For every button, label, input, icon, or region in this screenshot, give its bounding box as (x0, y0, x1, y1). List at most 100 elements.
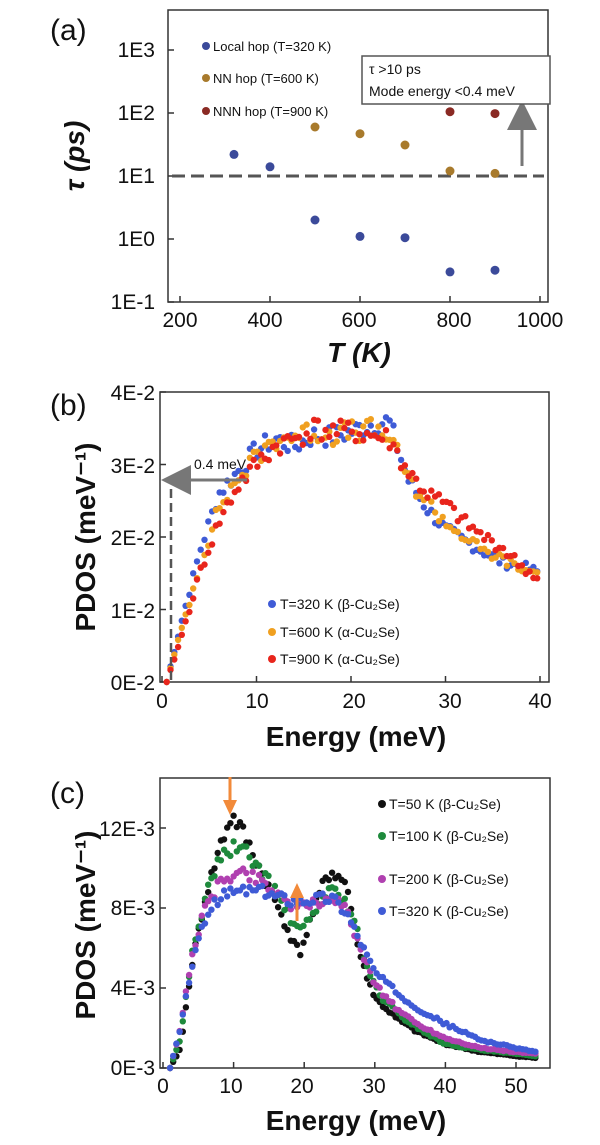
panel-b-xtick-4: 30 (438, 690, 461, 713)
point-b-s2-50 (352, 437, 359, 445)
point-c-s3-62 (363, 951, 371, 958)
point-c-s3-23 (239, 883, 247, 890)
point-b-s2-0 (163, 678, 170, 686)
point-a-s0-5 (445, 267, 455, 277)
point-b-s2-24 (254, 463, 261, 470)
panel-c-ticks (160, 827, 517, 1069)
point-c-s1-25 (246, 854, 253, 861)
point-b-s2-98 (534, 575, 541, 582)
panel-b-xlabel: Energy (meV) (266, 721, 447, 752)
panel-b-ytick-4: 3E-2 (111, 455, 155, 478)
point-c-s3-70 (389, 982, 396, 990)
point-b-s2-17 (227, 499, 235, 506)
panel-a-ticks (168, 49, 541, 303)
legend-c-label-3: T=200 K (β-Cu₂Se) (389, 871, 509, 887)
point-b-s2-40 (314, 417, 322, 424)
legend-c-marker-2 (378, 832, 386, 840)
panel-a-ytick-5: 1E3 (118, 39, 155, 62)
legend-b-label-3: T=900 K (α-Cu₂Se) (280, 651, 400, 667)
point-c-s1-4 (179, 1018, 186, 1025)
point-c-s0-15 (214, 849, 221, 857)
point-c-s3-61 (360, 944, 368, 951)
point-b-s1-56 (375, 423, 382, 430)
point-b-s2-25 (258, 451, 265, 458)
point-b-s1-73 (439, 513, 446, 521)
point-c-s3-56 (344, 911, 352, 918)
point-b-s2-69 (424, 494, 431, 501)
panel-b-label: (b) (50, 389, 87, 422)
panel-c-legend: T=50 K (β-Cu₂Se) T=100 K (β-Cu₂Se) T=200… (378, 796, 509, 919)
point-c-s1-52 (332, 885, 339, 892)
legend-a-marker-2 (202, 74, 210, 82)
point-b-s2-72 (435, 491, 443, 498)
point-c-s0-51 (328, 869, 336, 876)
point-c-s2-70 (389, 998, 396, 1006)
point-b-s1-71 (431, 509, 439, 516)
point-b-s2-4 (178, 631, 185, 638)
panel-a-xtick-1: 200 (162, 309, 197, 332)
point-c-s3-59 (354, 932, 361, 940)
point-b-s0-11 (205, 518, 212, 525)
point-b-s2-66 (413, 475, 420, 482)
point-b-s0-68 (420, 504, 427, 511)
point-c-s3-67 (379, 973, 387, 981)
point-c-s3-24 (243, 891, 250, 898)
point-c-s3-45 (309, 899, 317, 906)
point-a-s2-0 (445, 107, 455, 117)
panel-a-label: (a) (50, 14, 87, 47)
panel-c-xlabel: Energy (meV) (266, 1105, 447, 1136)
annotation-line-2: Mode energy <0.4 meV (369, 83, 516, 99)
point-c-s3-9 (195, 935, 202, 942)
panel-a-ytick-2: 1E0 (118, 228, 155, 251)
point-c-s0-37 (284, 926, 291, 934)
panel-c-xtick-6: 50 (504, 1075, 527, 1098)
point-b-s2-61 (394, 447, 401, 454)
point-c-s1-42 (300, 922, 307, 929)
panel-b-xtick-1: 0 (156, 690, 168, 713)
point-c-s2-11 (201, 902, 209, 909)
point-b-s2-81 (469, 523, 477, 530)
point-b-s2-37 (303, 430, 310, 437)
point-b-s2-94 (518, 562, 526, 569)
legend-c-label-1: T=50 K (β-Cu₂Se) (389, 796, 501, 812)
point-b-s1-4 (178, 624, 185, 631)
legend-a-label-3: NNN hop (T=900 K) (213, 104, 328, 119)
point-b-s0-26 (261, 432, 269, 439)
legend-c-label-4: T=320 K (β-Cu₂Se) (389, 903, 509, 919)
point-b-s2-11 (205, 549, 212, 556)
point-b-s2-22 (246, 463, 254, 470)
point-c-s3-17 (220, 887, 228, 894)
point-a-s1-0 (310, 122, 320, 132)
point-b-s2-46 (337, 417, 344, 424)
point-c-s3-12 (205, 911, 212, 918)
point-b-s0-7 (190, 570, 197, 577)
point-b-s1-82 (473, 538, 480, 545)
point-b-s2-65 (409, 469, 416, 477)
point-c-s1-55 (341, 895, 348, 902)
point-a-s0-3 (355, 231, 365, 241)
point-a-s0-0 (229, 149, 239, 159)
point-c-s0-5 (182, 1004, 190, 1011)
point-c-s0-56 (344, 888, 352, 896)
point-c-s1-44 (306, 916, 313, 923)
point-a-s2-1 (490, 109, 500, 119)
point-b-s2-49 (348, 428, 356, 435)
point-c-s3-7 (189, 963, 196, 970)
point-b-s1-48 (345, 434, 352, 441)
point-b-s2-8 (193, 576, 201, 583)
point-c-s1-33 (271, 882, 279, 890)
point-c-s3-1 (170, 1052, 177, 1060)
point-c-s2-19 (227, 878, 234, 885)
point-c-s0-20 (230, 812, 237, 819)
point-c-s3-64 (370, 965, 377, 972)
point-b-s2-44 (329, 422, 337, 429)
point-c-s3-0 (166, 1064, 174, 1072)
point-b-s2-89 (499, 544, 507, 552)
point-b-s0-42 (322, 442, 329, 449)
panel-b-ylabel: PDOS (meV⁻¹) (70, 442, 101, 631)
point-b-s1-2 (171, 651, 178, 658)
point-c-s3-14 (211, 896, 218, 903)
point-c-s3-48 (319, 890, 326, 897)
point-c-s3-4 (179, 1011, 186, 1018)
panel-a-legend: Local hop (T=320 K) NN hop (T=600 K) NNN… (202, 39, 331, 119)
